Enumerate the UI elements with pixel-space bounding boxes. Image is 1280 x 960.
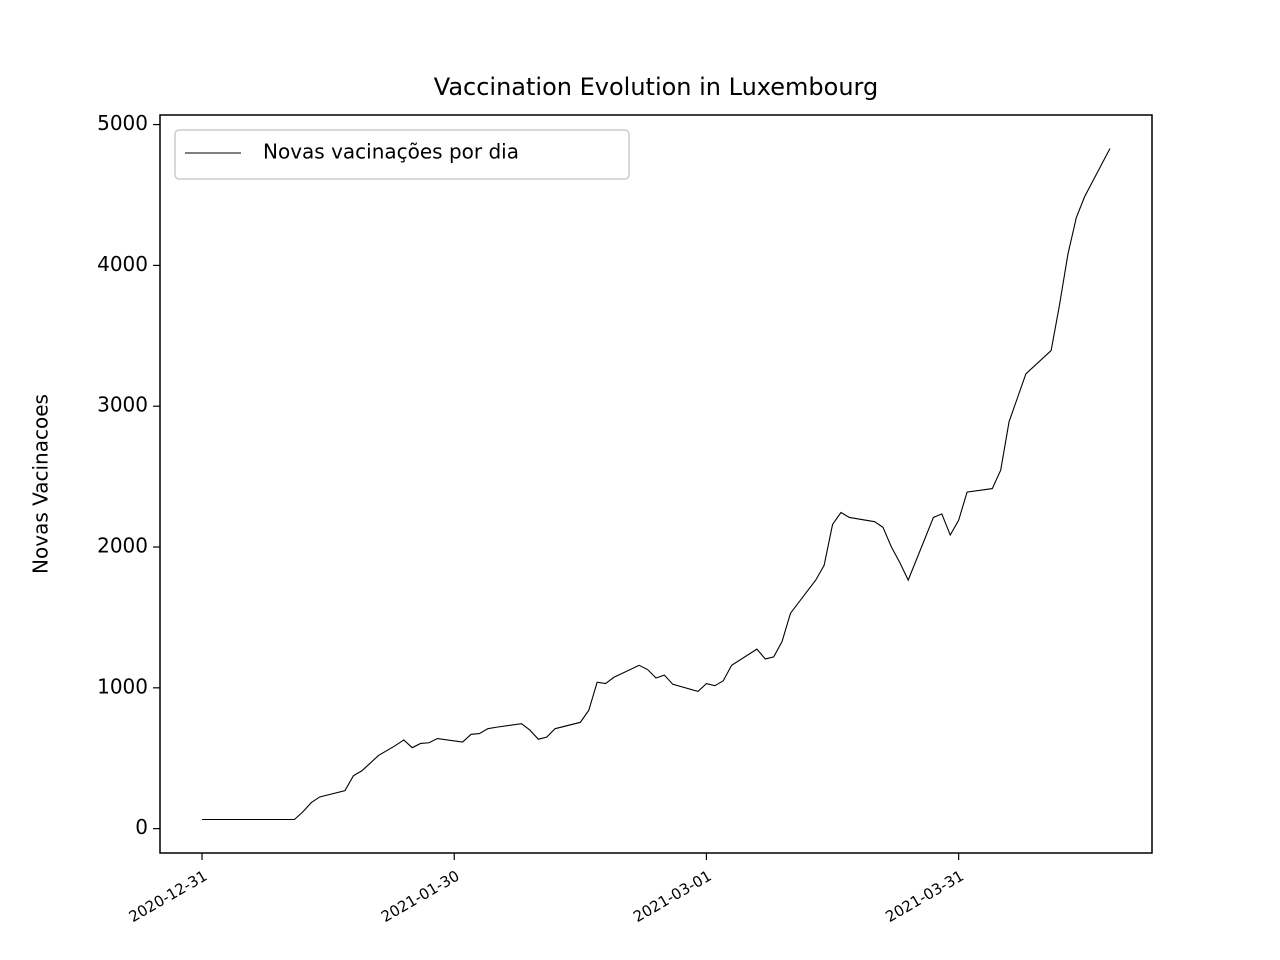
y-tick-label: 4000 <box>97 252 148 276</box>
y-tick-label: 3000 <box>97 393 148 417</box>
chart-title: Vaccination Evolution in Luxembourg <box>434 73 878 101</box>
legend-box <box>174 129 630 180</box>
plot-frame <box>159 114 1153 854</box>
data-line <box>202 148 1111 821</box>
y-tick-label: 5000 <box>97 111 148 135</box>
x-axis-label: Data <box>632 959 680 960</box>
y-tick-label: 1000 <box>97 674 148 698</box>
y-tick-label: 0 <box>135 815 148 839</box>
y-axis-label: Novas Vacinacoes <box>29 394 53 574</box>
legend-label: Novas vacinações por dia <box>263 140 519 164</box>
y-tick-label: 2000 <box>97 534 148 558</box>
